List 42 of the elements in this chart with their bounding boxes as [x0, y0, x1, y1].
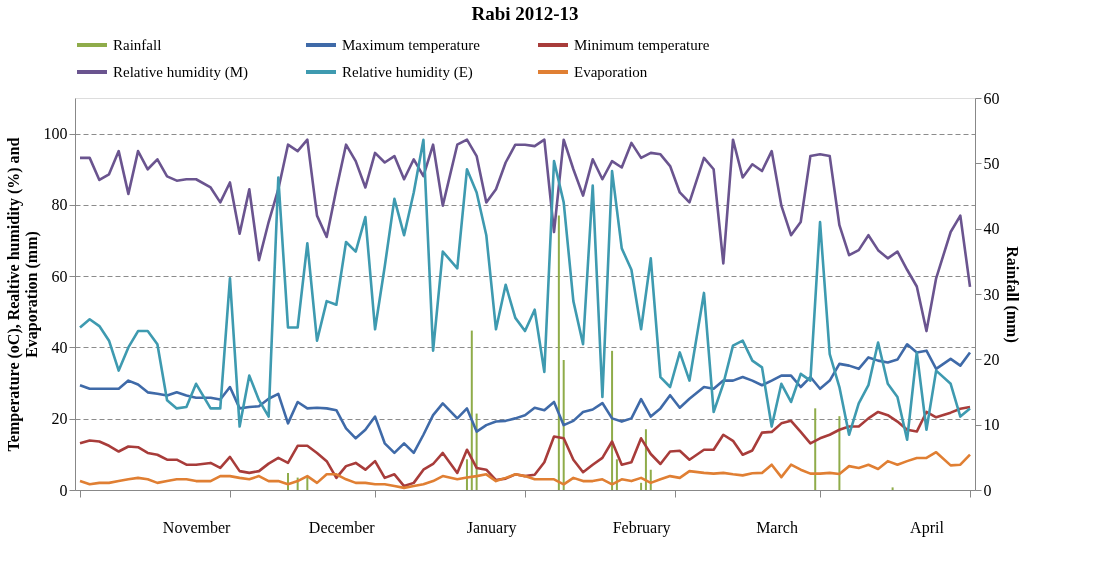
bar [611, 350, 614, 490]
y-tick-label: 0 [59, 481, 68, 499]
legend-label: Relative humidity (E) [342, 64, 473, 81]
bar [557, 215, 560, 490]
y2-axis-title: Rainfall (mm) [1002, 246, 1021, 343]
y2-tick-label: 30 [983, 285, 1000, 303]
y2-tick-label: 60 [983, 89, 1000, 107]
y-tick-label: 20 [51, 410, 68, 428]
x-tick-label: March [756, 518, 798, 536]
line-series [78, 405, 972, 488]
y-tick-label: 80 [51, 196, 68, 214]
y2-tick-label: 20 [983, 350, 1000, 368]
legend-label: Relative humidity (M) [113, 64, 248, 81]
legend-label: Maximum temperature [342, 37, 481, 53]
line-series [78, 450, 972, 490]
bar [615, 459, 618, 490]
x-tick-label: April [910, 518, 945, 537]
x-tick-label: December [308, 518, 376, 536]
chart-title: Rabi 2012-13 [471, 3, 579, 24]
x-tick-label: November [162, 518, 232, 536]
y2-tick-label: 40 [983, 220, 1000, 238]
x-tick-label: February [612, 518, 671, 537]
y-tick-label: 40 [51, 338, 68, 356]
y-tick-label: 60 [51, 267, 68, 285]
y2-tick-label: 0 [983, 481, 992, 499]
line-series [78, 138, 972, 442]
bar [891, 487, 894, 490]
line-series [78, 138, 972, 333]
x-tick-label: January [466, 518, 517, 537]
bar [562, 359, 565, 490]
y-axis-title: Temperature (oC), Realtive humidity (%) and Evaporation (mm) [4, 137, 41, 452]
bar [838, 416, 841, 490]
legend-label: Minimum temperature [574, 37, 710, 53]
legend-label: Rainfall [113, 37, 162, 53]
y-tick-label: 100 [43, 125, 68, 143]
bar [465, 459, 468, 490]
y2-tick-label: 50 [983, 154, 1000, 172]
bar [814, 408, 817, 490]
y2-tick-label: 10 [983, 416, 1000, 434]
bar [640, 482, 643, 490]
legend-label: Evaporation [574, 64, 648, 80]
line-series [78, 342, 972, 455]
